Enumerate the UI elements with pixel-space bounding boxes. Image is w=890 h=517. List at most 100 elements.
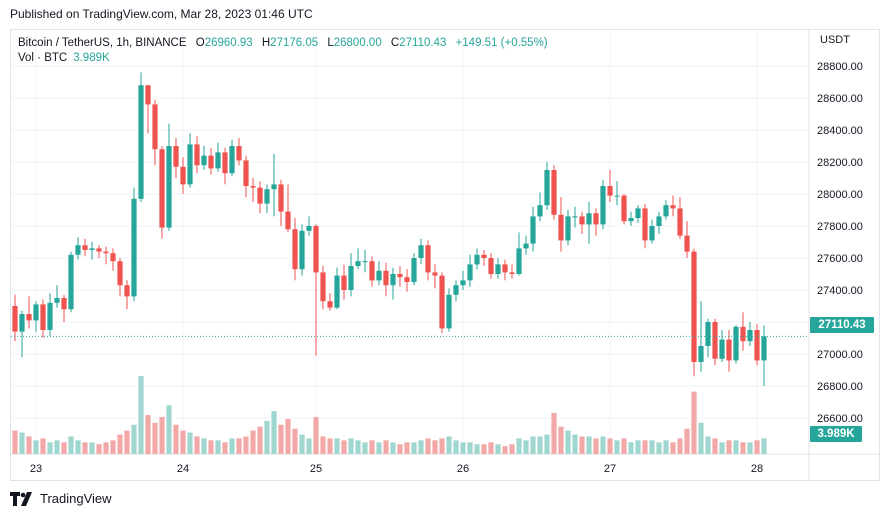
candle-body [691,251,697,362]
symbol-label[interactable]: Bitcoin / TetherUS, 1h, BINANCE [18,37,187,49]
chart-frame[interactable]: 26600.0026800.0027000.0027200.0027400.00… [10,29,880,481]
candle-body [208,155,214,169]
candle-body [362,261,368,263]
volume-bar [670,442,676,454]
candle-body [593,213,599,225]
volume-bar [117,434,123,454]
candle-body [453,285,459,295]
volume-bar [75,440,81,454]
candle-body [460,280,466,286]
candle-body [201,155,207,166]
volume-bar [754,440,760,454]
candle-body [446,294,452,329]
y-tick-label: 27400.00 [817,285,863,297]
volume-bar [390,442,396,454]
volume-bar [327,438,333,454]
volume-bar [131,424,137,454]
close-value: 27110.43 [399,37,447,49]
volume-bar [600,436,606,454]
volume-bar [278,424,284,454]
volume-bar [432,440,438,454]
volume-bar [12,430,18,454]
candle-body [19,314,25,332]
candle-body [411,258,417,282]
candle-body [26,314,32,321]
candle-body [124,285,130,297]
candle-body [334,275,340,308]
candle-body [320,272,326,302]
volume-bar [68,436,74,454]
candle-body [236,146,242,161]
volume-bar [180,430,186,454]
candle-body [117,261,123,286]
volume-bar [628,442,634,454]
candle-body [586,213,592,225]
volume-bar [138,376,144,454]
candle-body [656,216,662,226]
volume-bar [229,438,235,454]
high-value: 27176.05 [270,37,319,49]
volume-bar [460,442,466,454]
volume-bar [642,440,648,454]
volume-bar [334,438,340,454]
volume-bar [446,436,452,454]
tradingview-logo[interactable]: TradingView [10,491,112,506]
volume-bar [348,438,354,454]
volume-bar [145,415,151,454]
candle-body [670,205,676,209]
volume-bar [271,411,277,454]
volume-bar [404,442,410,454]
y-tick-label: 27800.00 [817,221,863,233]
candle-body [712,322,718,359]
volume-bar [264,420,270,454]
candle-body [754,330,760,361]
volume-bar [656,442,662,454]
candle-body [565,216,571,241]
candle-body [75,245,81,255]
candle-body [642,208,648,241]
volume-bar [362,442,368,454]
candle-body [264,189,270,204]
volume-bar [635,440,641,454]
open-value: 26960.93 [204,37,253,49]
y-tick-label: 28800.00 [817,61,863,73]
volume-bar [250,430,256,454]
candle-body [159,149,165,228]
candle-body [663,205,669,217]
volume-bar [89,442,95,454]
candle-body [523,243,529,249]
volume-bar [579,436,585,454]
volume-bar [222,442,228,454]
volume-bar [747,442,753,454]
candle-body [558,214,564,241]
y-tick-label: 26800.00 [817,381,863,393]
volume-label[interactable]: Vol · BTC [18,52,68,64]
candle-body [54,298,60,303]
volume-bar [103,442,109,454]
candle-body [439,275,445,329]
volume-bar [397,444,403,454]
candle-body [726,339,732,361]
candle-body [40,304,46,330]
candlestick-chart[interactable]: 26600.0026800.0027000.0027200.0027400.00… [11,30,879,480]
candle-body [145,85,151,105]
candle-body [180,166,186,185]
close-label: C [390,37,400,49]
candle-body [187,144,193,185]
candle-body [481,254,487,258]
candle-body [278,184,284,212]
candle-body [397,274,403,278]
volume-bar [495,444,501,454]
volume-bar [369,440,375,454]
volume-bar [712,438,718,454]
currency-label: USDT [820,34,850,46]
volume-bar [194,436,200,454]
candle-body [194,144,200,166]
candle-body [222,152,228,174]
candle-body [355,261,361,266]
volume-bar [201,438,207,454]
y-tick-label: 28200.00 [817,157,863,169]
volume-tag: 3.989K [810,426,862,442]
volume-bar [54,440,60,454]
volume-bar [376,442,382,454]
